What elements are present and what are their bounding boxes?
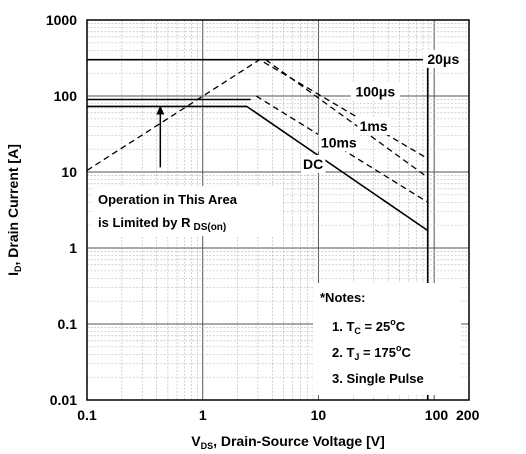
notes-title: *Notes: xyxy=(320,290,366,305)
y-tick-label: 100 xyxy=(54,88,78,104)
annotation-line-2: is Limited by R DS(on) xyxy=(98,215,226,233)
x-tick-label: 10 xyxy=(311,407,327,423)
series-line-4 xyxy=(87,105,429,232)
y-tick-labels: 1000 100 10 1 0.1 0.01 xyxy=(46,12,77,408)
notes-item: 2. TJ = 175oC xyxy=(332,343,411,362)
curve-label: 10ms xyxy=(321,135,357,151)
curve-label-bg xyxy=(422,49,464,68)
curve-label-bg xyxy=(357,116,390,135)
curve-label: 20μs xyxy=(427,51,459,67)
notes-item: 1. TC = 25oC xyxy=(332,317,406,336)
curve-label-bg xyxy=(300,154,326,173)
notes-box: *Notes: 1. TC = 25oC 2. TJ = 175oC 3. Singl… xyxy=(313,283,461,395)
y-axis-label: ID, Drain Current [A] xyxy=(5,144,23,276)
x-tick-labels: 0.1 1 10 100 200 xyxy=(77,407,479,423)
curve-label: DC xyxy=(303,156,323,172)
rds-on-annotation: Operation in This Area is Limited by R DS… xyxy=(92,186,282,236)
annotation-line-1: Operation in This Area xyxy=(98,192,238,207)
notes-item: 3. Single Pulse xyxy=(332,371,424,386)
x-tick-label: 0.1 xyxy=(77,407,97,423)
arrow-head xyxy=(156,105,165,115)
y-tick-label: 10 xyxy=(61,164,77,180)
x-tick-label: 100 xyxy=(425,407,449,423)
y-tick-label: 0.01 xyxy=(50,392,77,408)
curve-label: 100μs xyxy=(355,83,395,99)
curve-label: 1ms xyxy=(360,118,388,134)
x-tick-label: 200 xyxy=(456,407,480,423)
y-tick-label: 1 xyxy=(69,240,77,256)
y-tick-label: 1000 xyxy=(46,12,77,28)
y-tick-label: 0.1 xyxy=(58,316,78,332)
curve-label-bg xyxy=(318,133,360,152)
plot-frame xyxy=(86,19,470,401)
series-line-2 xyxy=(265,59,429,178)
x-tick-label: 1 xyxy=(199,407,207,423)
curve-label-bg xyxy=(350,82,400,101)
series-line-1 xyxy=(86,58,429,171)
x-axis-label: VDS, Drain-Source Voltage [V] xyxy=(191,433,385,451)
limit-arrow xyxy=(156,105,165,168)
